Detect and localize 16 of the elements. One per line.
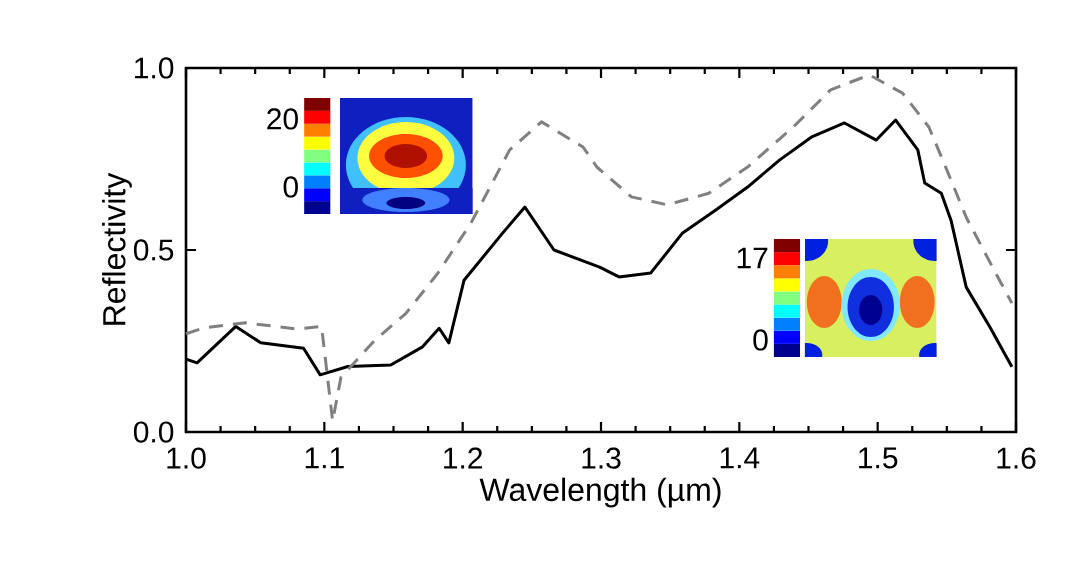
x-tick-label: 1.2 [444, 447, 483, 469]
x-tick-label: 1.1 [305, 447, 344, 469]
x-axis-title: Wavelength (µm) [479, 477, 721, 508]
annotation: 17 [737, 247, 768, 269]
y-tick-label: 0.0 [133, 421, 174, 443]
x-tick-label: 1.0 [167, 447, 206, 469]
y-tick-label: 0.5 [133, 239, 174, 261]
x-tick-label: 1.5 [859, 447, 898, 469]
y-axis-title: Reflectivity [102, 172, 132, 325]
x-tick-label: 1.6 [997, 447, 1036, 469]
y-tick-label: 1.0 [135, 57, 174, 79]
x-tick-label: 1.4 [720, 447, 760, 469]
x-tick-label: 1.3 [582, 447, 621, 469]
annotation: 0 [283, 176, 298, 198]
annotation: 0 [753, 329, 768, 351]
annotation: 20 [267, 108, 298, 130]
